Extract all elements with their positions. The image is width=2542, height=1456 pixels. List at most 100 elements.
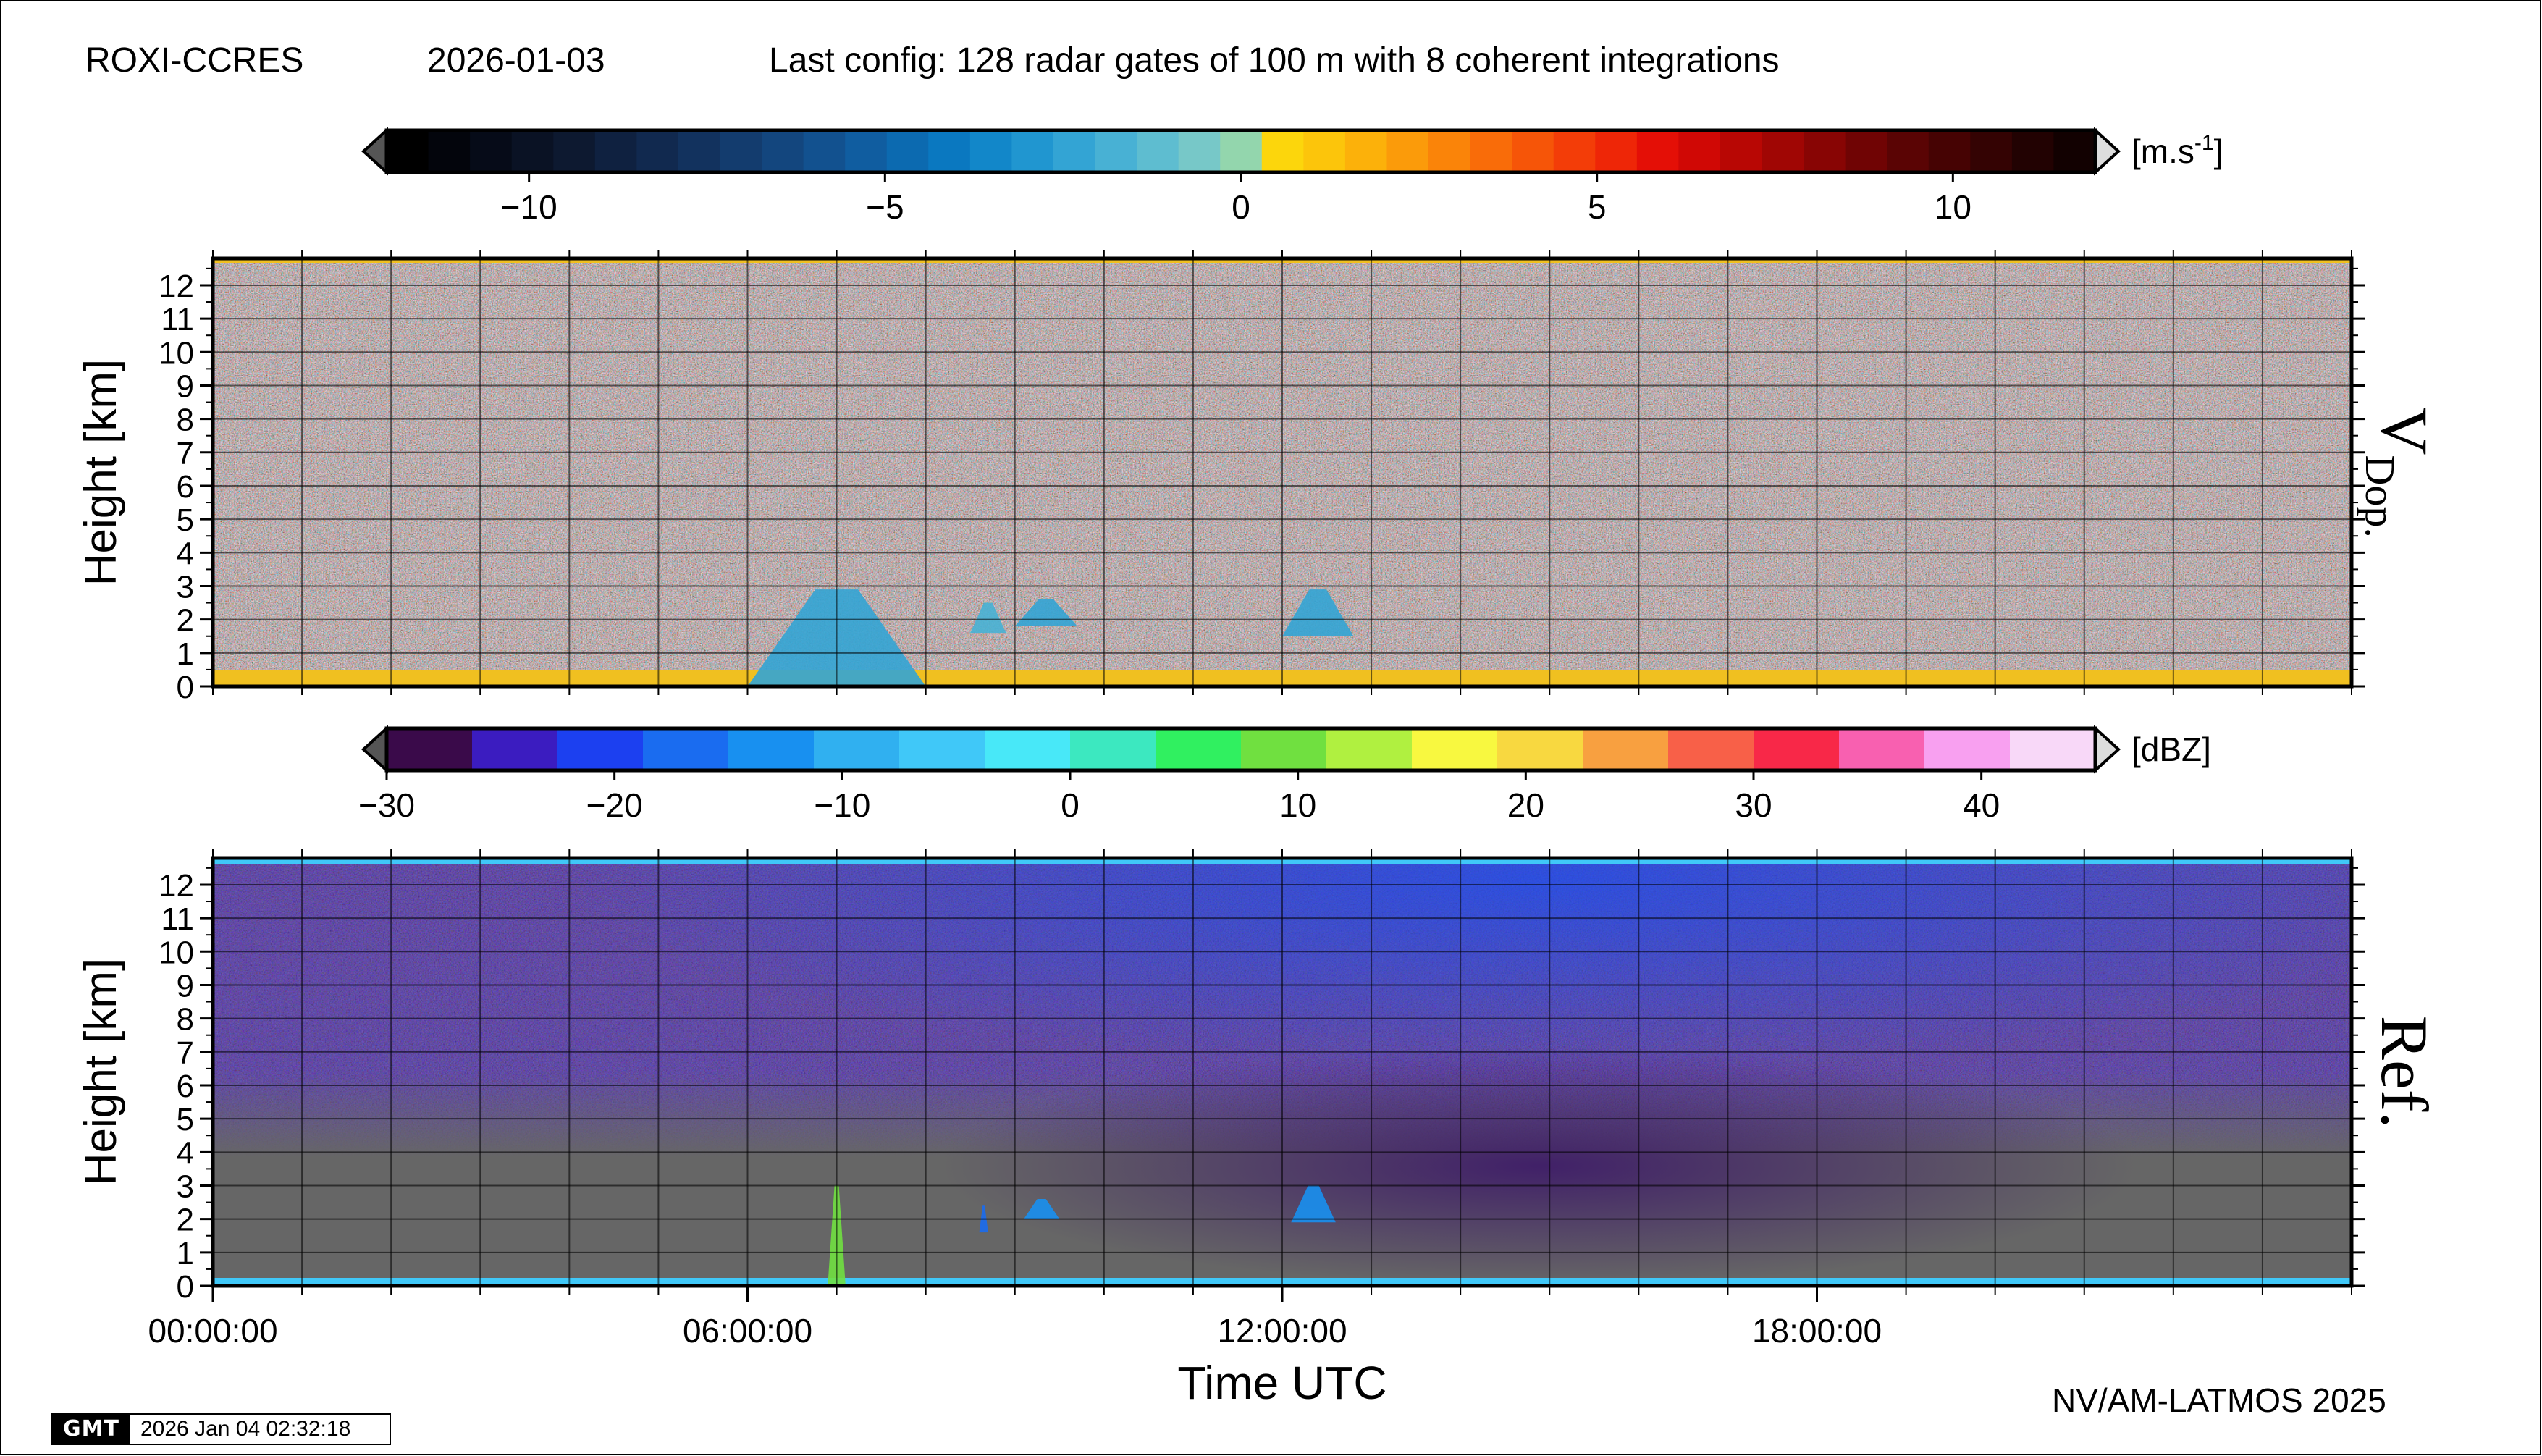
colorbar-0-swatch: [1762, 130, 1804, 172]
colorbar-0-swatch: [1970, 130, 2013, 172]
gmt-stamp: GMT 2026 Jan 04 02:32:18: [51, 1413, 391, 1445]
colorbar-0-swatch: [1344, 130, 1388, 172]
panel-1-ytick-label: 0: [177, 1269, 194, 1305]
colorbar-0-swatch: [1595, 130, 1638, 172]
colorbar-0-swatch: [1678, 130, 1721, 172]
colorbar-0-swatch: [636, 130, 679, 172]
colorbar-0-swatch: [1386, 130, 1429, 172]
colorbar-1-border: [384, 726, 2097, 773]
colorbar-0-swatch: [1804, 130, 1846, 172]
panel-1-xtick-label: 18:00:00: [1752, 1312, 1882, 1350]
panel-0-ytick-label: 10: [159, 335, 194, 371]
colorbar-1-tick-label: 40: [1963, 786, 2000, 824]
colorbar-0-swatch: [428, 130, 471, 172]
colorbar-0-unit: [m.s-1]: [2131, 131, 2223, 170]
colorbar-0-swatch: [1095, 130, 1137, 172]
panel-0-ytick-label: 2: [177, 603, 194, 639]
panel-0-ytick-label: 4: [177, 536, 194, 571]
panel-1-xtick-label: 00:00:00: [148, 1312, 277, 1350]
panel-1-frame: [211, 856, 2354, 1288]
colorbar-1-swatch: [728, 728, 815, 770]
colorbar-1-swatch: [2010, 728, 2096, 770]
panel-0-ytick-label: 9: [177, 369, 194, 404]
colorbar-0-swatch: [1928, 130, 1971, 172]
panel-0-echo: [1282, 589, 1354, 636]
colorbar-0-swatch: [886, 130, 929, 172]
panel-0-side-label: VDop.: [2357, 407, 2441, 538]
panel-0-ytick-label: 0: [177, 670, 194, 705]
colorbar-1-swatch: [1924, 728, 2011, 770]
colorbar-0-swatch: [1720, 130, 1763, 172]
colorbar-1-tick-label: −20: [586, 786, 643, 824]
colorbar-0-swatch: [2053, 130, 2096, 172]
colorbar-0-swatch: [678, 130, 721, 172]
panel-0-ytick-label: 11: [161, 302, 194, 337]
reflectivity-colorbar: −30 −20 −10 0 10 20 30 40 [dBZ]: [358, 725, 2211, 824]
colorbar-1-swatch: [1497, 728, 1583, 770]
colorbar-0-tick-label: 5: [1588, 188, 1607, 226]
colorbar-1-swatch: [1326, 728, 1413, 770]
config-label: Last config: 128 radar gates of 100 m wi…: [769, 41, 1780, 80]
colorbar-1-swatch: [1754, 728, 1840, 770]
colorbar-0-swatch: [1512, 130, 1554, 172]
colorbar-1-tick-label: −10: [814, 786, 870, 824]
colorbar-0-swatch: [845, 130, 888, 172]
colorbar-0-low-arrow: [361, 127, 388, 176]
colorbar-1-swatch: [985, 728, 1071, 770]
gmt-logo: GMT: [52, 1415, 130, 1444]
colorbar-1-swatch: [814, 728, 900, 770]
colorbar-0-swatch: [1553, 130, 1596, 172]
colorbar-0-swatch: [553, 130, 596, 172]
panel-0-ytick-label: 6: [177, 469, 194, 505]
colorbar-0-swatch: [2011, 130, 2055, 172]
colorbar-0-swatch: [387, 130, 429, 172]
panel-1-side-label: Ref.: [2368, 1016, 2441, 1129]
panel-1-xtick-label: 12:00:00: [1217, 1312, 1347, 1350]
panel-0-ytick-label: 3: [177, 569, 194, 605]
colorbar-0-swatch: [1303, 130, 1346, 172]
panel-1-ytick-label: 4: [177, 1135, 194, 1171]
panel-1-ytick-label: 9: [177, 968, 194, 1003]
colorbar-0-swatch: [1470, 130, 1512, 172]
panel-1-echo: [1291, 1185, 1336, 1223]
colorbar-0-swatch: [803, 130, 846, 172]
panel-0-ytick-label: 5: [177, 502, 194, 538]
station-name: ROXI-CCRES: [85, 41, 304, 80]
colorbar-1-swatch: [643, 728, 729, 770]
colorbar-1-swatch: [1668, 728, 1754, 770]
panel-1-ytick-label: 3: [177, 1169, 194, 1204]
colorbar-0-swatch: [1220, 130, 1263, 172]
panel-1-xlabel: Time UTC: [1177, 1357, 1386, 1409]
colorbar-1-swatch: [472, 728, 558, 770]
panel-1-ytick-label: 8: [177, 1002, 194, 1038]
colorbar-1-tick-label: 10: [1279, 786, 1316, 824]
credit-label: NV/AM-LATMOS 2025: [2052, 1381, 2386, 1419]
colorbar-1-swatch: [1156, 728, 1242, 770]
gmt-timestamp: 2026 Jan 04 02:32:18: [140, 1417, 351, 1441]
colorbar-0-swatch: [1053, 130, 1096, 172]
colorbar-0-tick-label: −10: [501, 188, 557, 226]
panel-1-ytick-label: 10: [159, 935, 194, 970]
colorbar-1-swatch: [1241, 728, 1327, 770]
panel-0-ylabel: Height [km]: [76, 359, 126, 586]
colorbar-0-swatch: [1011, 130, 1054, 172]
colorbar-0-swatch: [1178, 130, 1221, 172]
colorbar-0-swatch: [1887, 130, 1929, 172]
panel-1-ylabel: Height [km]: [76, 959, 126, 1186]
colorbar-0-tick-label: 0: [1232, 188, 1250, 226]
colorbar-0-high-arrow: [2094, 127, 2121, 176]
colorbar-0-swatch: [1636, 130, 1679, 172]
panel-0-ytick-label: 7: [177, 436, 194, 471]
colorbar-1-swatch: [1412, 728, 1498, 770]
colorbar-1-swatch: [557, 728, 644, 770]
panel-1-xtick-label: 06:00:00: [683, 1312, 812, 1350]
colorbar-1-swatch: [1839, 728, 1925, 770]
colorbar-1-tick-label: 0: [1061, 786, 1079, 824]
panel-1-ytick-label: 5: [177, 1102, 194, 1137]
panel-0-echo: [970, 602, 1006, 634]
colorbar-0-tick-label: 10: [1935, 188, 1971, 226]
colorbar-0-tick-label: −5: [866, 188, 904, 226]
panel-1-ytick-label: 7: [177, 1035, 194, 1071]
